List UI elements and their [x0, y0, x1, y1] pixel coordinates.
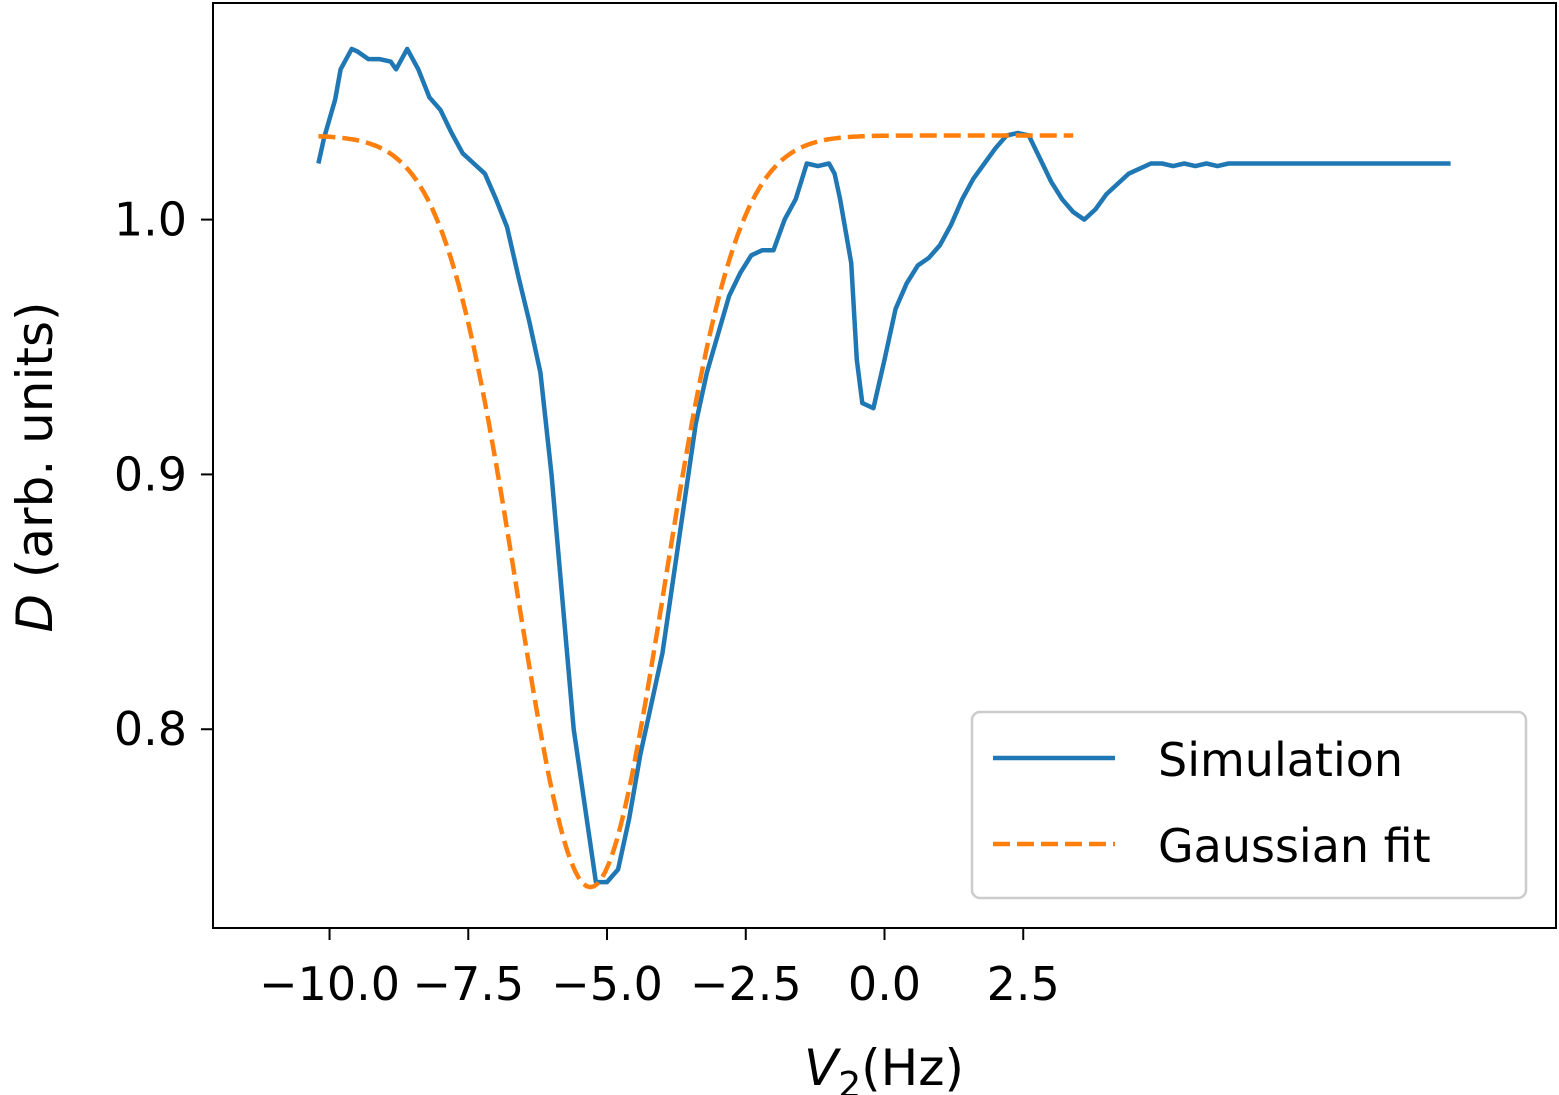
- plot-lines: [316, 46, 1451, 890]
- legend-label-simulation: Simulation: [1158, 733, 1403, 787]
- y-axis-label: D (arb. units): [6, 301, 64, 632]
- x-tick-label: 0.0: [848, 957, 921, 1011]
- x-axis: −10.0 −7.5 −5.0 −2.5 0.0 2.5: [259, 928, 1060, 1011]
- x-axis-label-main: V: [804, 1039, 842, 1095]
- y-tick-label: 0.9: [114, 447, 187, 501]
- x-tick-label: 2.5: [987, 957, 1060, 1011]
- x-tick-label: −10.0: [259, 957, 400, 1011]
- x-tick-label: −2.5: [690, 957, 802, 1011]
- x-axis-label: V2(Hz): [804, 1039, 964, 1095]
- y-axis: 0.8 0.9 1.0: [114, 193, 213, 756]
- y-axis-label-rest: (arb. units): [6, 301, 64, 594]
- x-axis-label-sub: 2: [838, 1065, 861, 1095]
- series-simulation-line: [316, 46, 1451, 885]
- legend: Simulation Gaussian fit: [970, 710, 1528, 900]
- y-tick-label: 0.8: [114, 702, 187, 756]
- x-tick-label: −7.5: [412, 957, 524, 1011]
- y-tick-label: 1.0: [114, 193, 187, 247]
- x-tick-label: −5.0: [551, 957, 663, 1011]
- x-axis-label-rest: (Hz): [861, 1039, 964, 1095]
- y-axis-label-main: D: [6, 594, 64, 633]
- legend-label-gaussian-fit: Gaussian fit: [1158, 819, 1431, 873]
- series-gaussian-fit-line: [318, 133, 1074, 890]
